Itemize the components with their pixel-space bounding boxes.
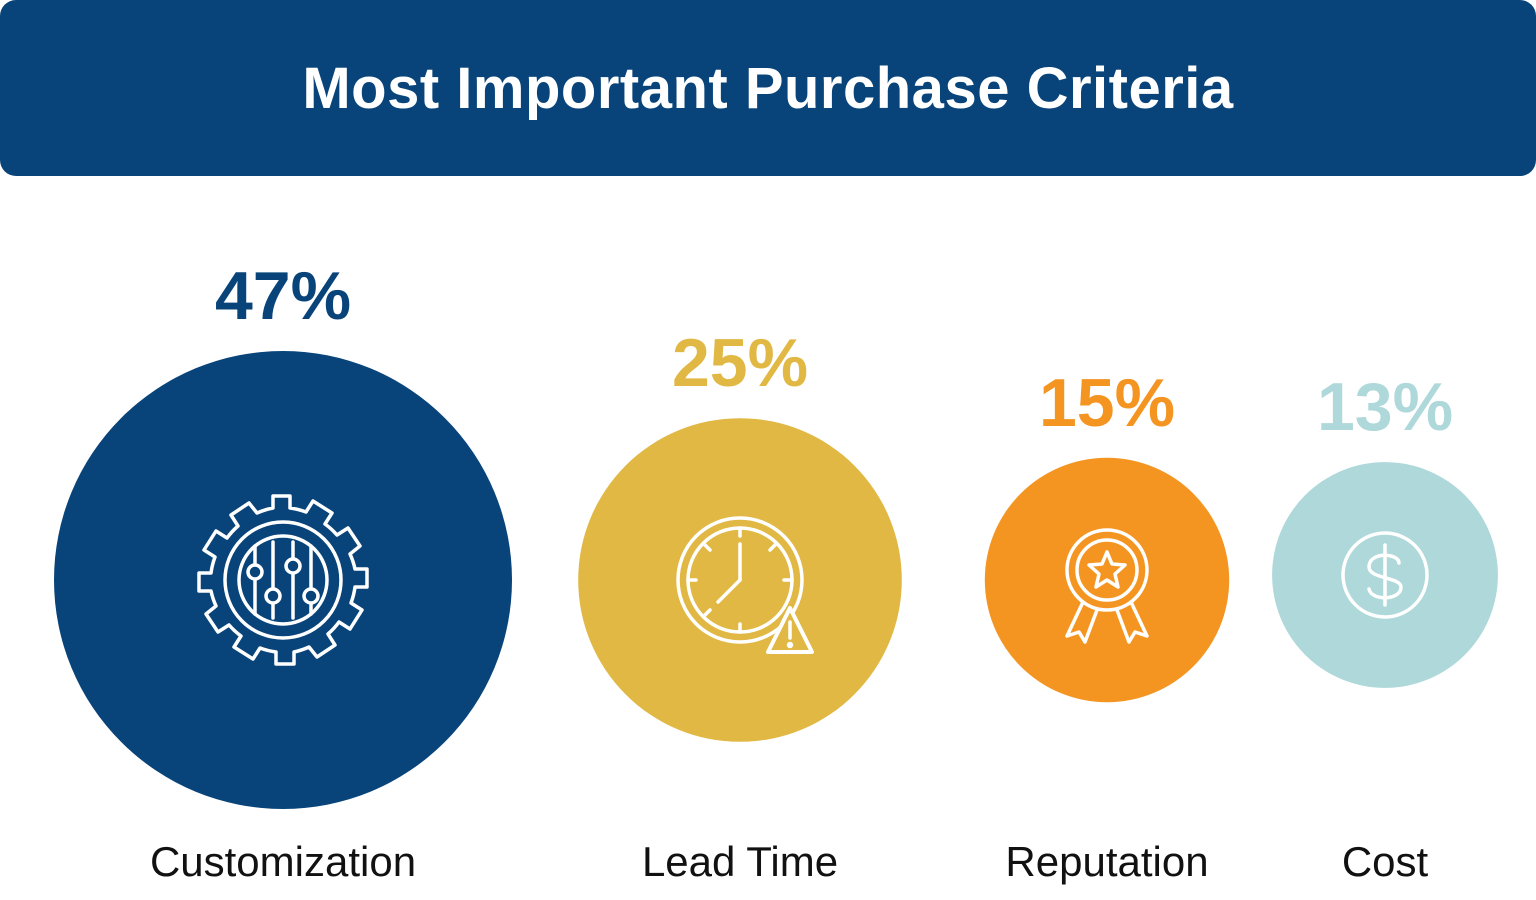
bubble-chart-svg: 47% Customization 25% Lead Time: [54, 258, 1498, 885]
title-banner: Most Important Purchase Criteria: [0, 0, 1536, 176]
gear-sliders-icon: [197, 494, 369, 666]
category-label-reputation: Reputation: [1005, 838, 1208, 885]
award-star-icon: [1065, 528, 1149, 644]
bubble-chart: 47% Customization 25% Lead Time: [0, 176, 1536, 900]
value-label-lead-time: 25%: [672, 325, 808, 401]
bubble-customization: [54, 351, 512, 809]
value-label-reputation: 15%: [1039, 365, 1175, 441]
page-title: Most Important Purchase Criteria: [302, 55, 1234, 121]
dollar-coin-icon: [1341, 531, 1429, 619]
category-label-lead-time: Lead Time: [642, 838, 838, 885]
value-label-cost: 13%: [1317, 369, 1453, 445]
category-label-cost: Cost: [1342, 838, 1429, 885]
value-label-customization: 47%: [215, 258, 351, 334]
clock-warning-icon: [676, 516, 814, 654]
category-label-customization: Customization: [150, 838, 416, 885]
